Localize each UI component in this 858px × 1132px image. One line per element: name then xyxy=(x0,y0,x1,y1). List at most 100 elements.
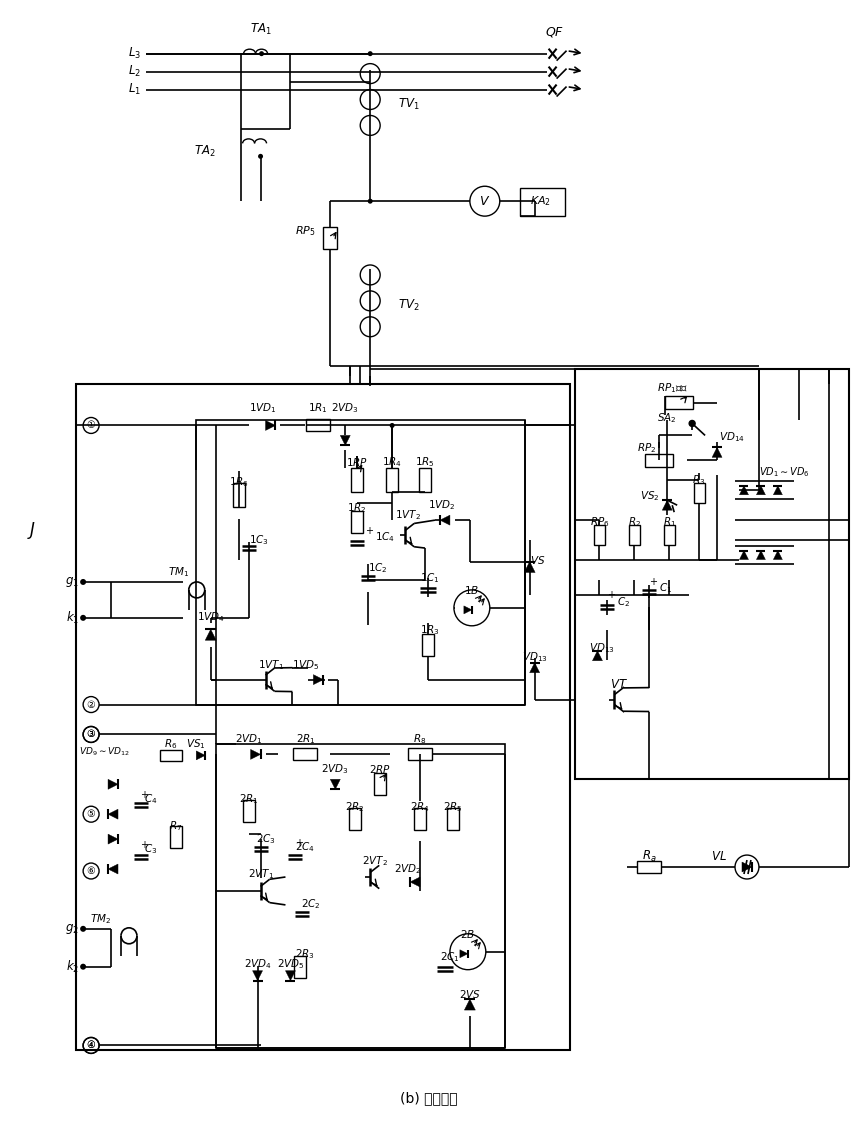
Text: $L_2$: $L_2$ xyxy=(128,65,141,79)
Text: $SA_2$: $SA_2$ xyxy=(657,412,677,426)
Text: $L_1$: $L_1$ xyxy=(128,82,141,97)
Text: $C_2$: $C_2$ xyxy=(618,595,631,609)
Bar xyxy=(637,861,662,873)
Text: ①: ① xyxy=(87,420,95,430)
Polygon shape xyxy=(410,877,420,887)
Text: $1C_1$: $1C_1$ xyxy=(420,571,440,585)
Text: $1R_1$: $1R_1$ xyxy=(309,402,329,415)
Text: $1C_4$: $1C_4$ xyxy=(375,530,396,544)
Bar xyxy=(414,808,426,830)
Polygon shape xyxy=(464,606,472,614)
Text: $1VT_1$: $1VT_1$ xyxy=(257,658,283,671)
Polygon shape xyxy=(773,550,782,559)
Text: $+$: $+$ xyxy=(607,590,616,600)
Circle shape xyxy=(368,51,372,57)
Text: $R_3$: $R_3$ xyxy=(692,473,706,487)
Bar xyxy=(306,420,330,431)
Bar xyxy=(215,745,505,1048)
Text: $k_2$: $k_2$ xyxy=(66,959,79,975)
Polygon shape xyxy=(252,970,263,980)
Circle shape xyxy=(689,420,695,427)
Text: $VD_{14}$: $VD_{14}$ xyxy=(719,430,745,445)
Bar xyxy=(349,808,361,830)
Bar xyxy=(594,525,605,546)
Text: $2C_4$: $2C_4$ xyxy=(295,840,316,854)
Circle shape xyxy=(80,615,86,620)
Text: $1R_6$: $1R_6$ xyxy=(228,475,249,489)
Circle shape xyxy=(258,154,263,158)
Polygon shape xyxy=(742,863,752,872)
Polygon shape xyxy=(205,629,216,641)
Polygon shape xyxy=(662,500,672,511)
Bar xyxy=(351,469,363,492)
Bar xyxy=(665,396,693,409)
Polygon shape xyxy=(330,779,341,789)
Text: $1R_5$: $1R_5$ xyxy=(415,455,435,470)
Bar xyxy=(323,228,337,249)
Bar xyxy=(196,420,525,704)
Text: $VD_{13}$: $VD_{13}$ xyxy=(522,650,547,663)
Bar xyxy=(294,955,306,978)
Text: $1C_2$: $1C_2$ xyxy=(368,561,388,575)
Text: $J$: $J$ xyxy=(27,520,36,541)
Polygon shape xyxy=(108,809,118,820)
Text: (b) 控制电路: (b) 控制电路 xyxy=(400,1091,458,1105)
Polygon shape xyxy=(460,950,468,958)
Text: $RP_2$: $RP_2$ xyxy=(637,441,656,455)
Text: $2R_1$: $2R_1$ xyxy=(239,792,258,806)
Text: $g_1$: $g_1$ xyxy=(65,575,79,589)
Text: $V$: $V$ xyxy=(479,195,491,207)
Text: $1B$: $1B$ xyxy=(464,584,480,595)
Text: $2C_1$: $2C_1$ xyxy=(440,950,460,963)
Bar xyxy=(386,469,398,492)
Polygon shape xyxy=(265,420,275,430)
Text: $2C_3$: $2C_3$ xyxy=(256,832,275,846)
Bar xyxy=(419,469,431,492)
Bar xyxy=(422,634,434,655)
Polygon shape xyxy=(196,751,205,760)
Text: $C_3$: $C_3$ xyxy=(144,842,158,856)
Text: $2VS$: $2VS$ xyxy=(459,987,480,1000)
Circle shape xyxy=(390,423,395,428)
Text: $1VD_1$: $1VD_1$ xyxy=(249,402,276,415)
Text: $R_8$: $R_8$ xyxy=(414,732,426,746)
Text: $2VD_5$: $2VD_5$ xyxy=(276,957,305,970)
Text: $1RP$: $1RP$ xyxy=(347,456,368,469)
Text: $2R_3$: $2R_3$ xyxy=(295,946,316,961)
Text: $KA_2$: $KA_2$ xyxy=(529,195,551,208)
Text: $2RP$: $2RP$ xyxy=(369,763,391,775)
Text: $+$: $+$ xyxy=(141,789,149,800)
Text: $1R_3$: $1R_3$ xyxy=(420,623,440,636)
Bar xyxy=(351,512,363,533)
Circle shape xyxy=(80,578,86,585)
Bar xyxy=(447,808,459,830)
Text: $VS_2$: $VS_2$ xyxy=(640,489,659,503)
Text: $1VT_2$: $1VT_2$ xyxy=(396,508,421,522)
Text: $1R_4$: $1R_4$ xyxy=(382,455,402,470)
Polygon shape xyxy=(529,662,540,672)
Text: $1R_2$: $1R_2$ xyxy=(347,501,367,515)
Text: $TV_1$: $TV_1$ xyxy=(398,97,420,112)
Text: $TA_1$: $TA_1$ xyxy=(250,23,271,37)
Polygon shape xyxy=(440,515,450,525)
Bar xyxy=(170,826,182,848)
Text: $+$: $+$ xyxy=(295,837,304,848)
Text: $2VD_1$: $2VD_1$ xyxy=(235,732,263,746)
Polygon shape xyxy=(524,561,535,573)
Polygon shape xyxy=(108,864,118,874)
Bar xyxy=(233,483,245,507)
Bar xyxy=(160,749,182,761)
Text: $g_2$: $g_2$ xyxy=(65,921,79,936)
Text: $VD_9{\sim}VD_{12}$: $VD_9{\sim}VD_{12}$ xyxy=(79,745,130,757)
Text: $VD_1{\sim}VD_6$: $VD_1{\sim}VD_6$ xyxy=(759,465,810,479)
Text: $2VT_1$: $2VT_1$ xyxy=(248,867,274,881)
Polygon shape xyxy=(464,1000,475,1010)
Circle shape xyxy=(259,51,264,57)
Bar xyxy=(575,369,849,779)
Text: $VS_1$: $VS_1$ xyxy=(186,738,206,752)
Polygon shape xyxy=(740,550,748,559)
Text: $TA_2$: $TA_2$ xyxy=(194,144,215,158)
Text: $1VD_5$: $1VD_5$ xyxy=(292,658,319,671)
Text: ③: ③ xyxy=(87,729,95,739)
Bar xyxy=(76,384,570,1050)
